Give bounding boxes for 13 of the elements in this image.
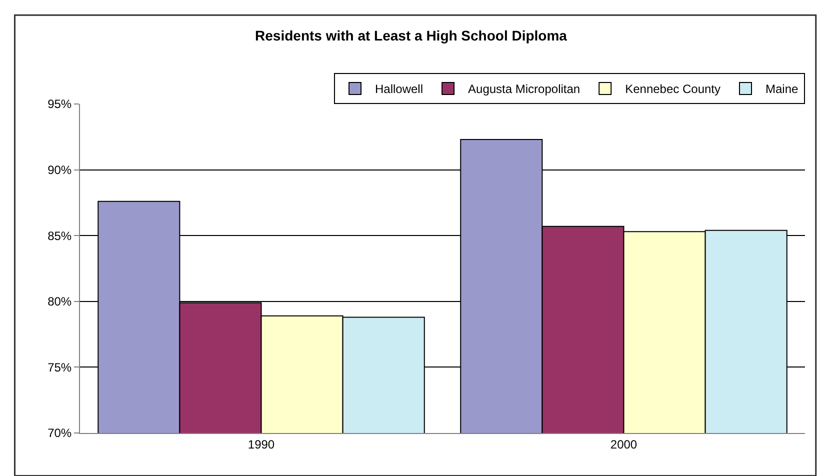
legend-label: Kennebec County: [625, 82, 720, 96]
legend-label: Hallowell: [375, 82, 424, 96]
x-tick-label: 2000: [610, 437, 638, 452]
legend-label: Augusta Micropolitan: [468, 82, 580, 96]
y-tick-label: 75%: [48, 360, 72, 374]
y-tick-label: 95%: [48, 97, 72, 112]
y-tick-label: 85%: [48, 228, 72, 243]
y-tick-label: 80%: [48, 294, 72, 309]
y-tick-label: 70%: [48, 426, 72, 440]
x-tick-label: 1990: [248, 437, 275, 452]
chart-title: Residents with at Least a High School Diploma: [255, 28, 568, 44]
y-tick-label: 90%: [48, 163, 72, 177]
legend-label: Maine: [766, 82, 799, 96]
